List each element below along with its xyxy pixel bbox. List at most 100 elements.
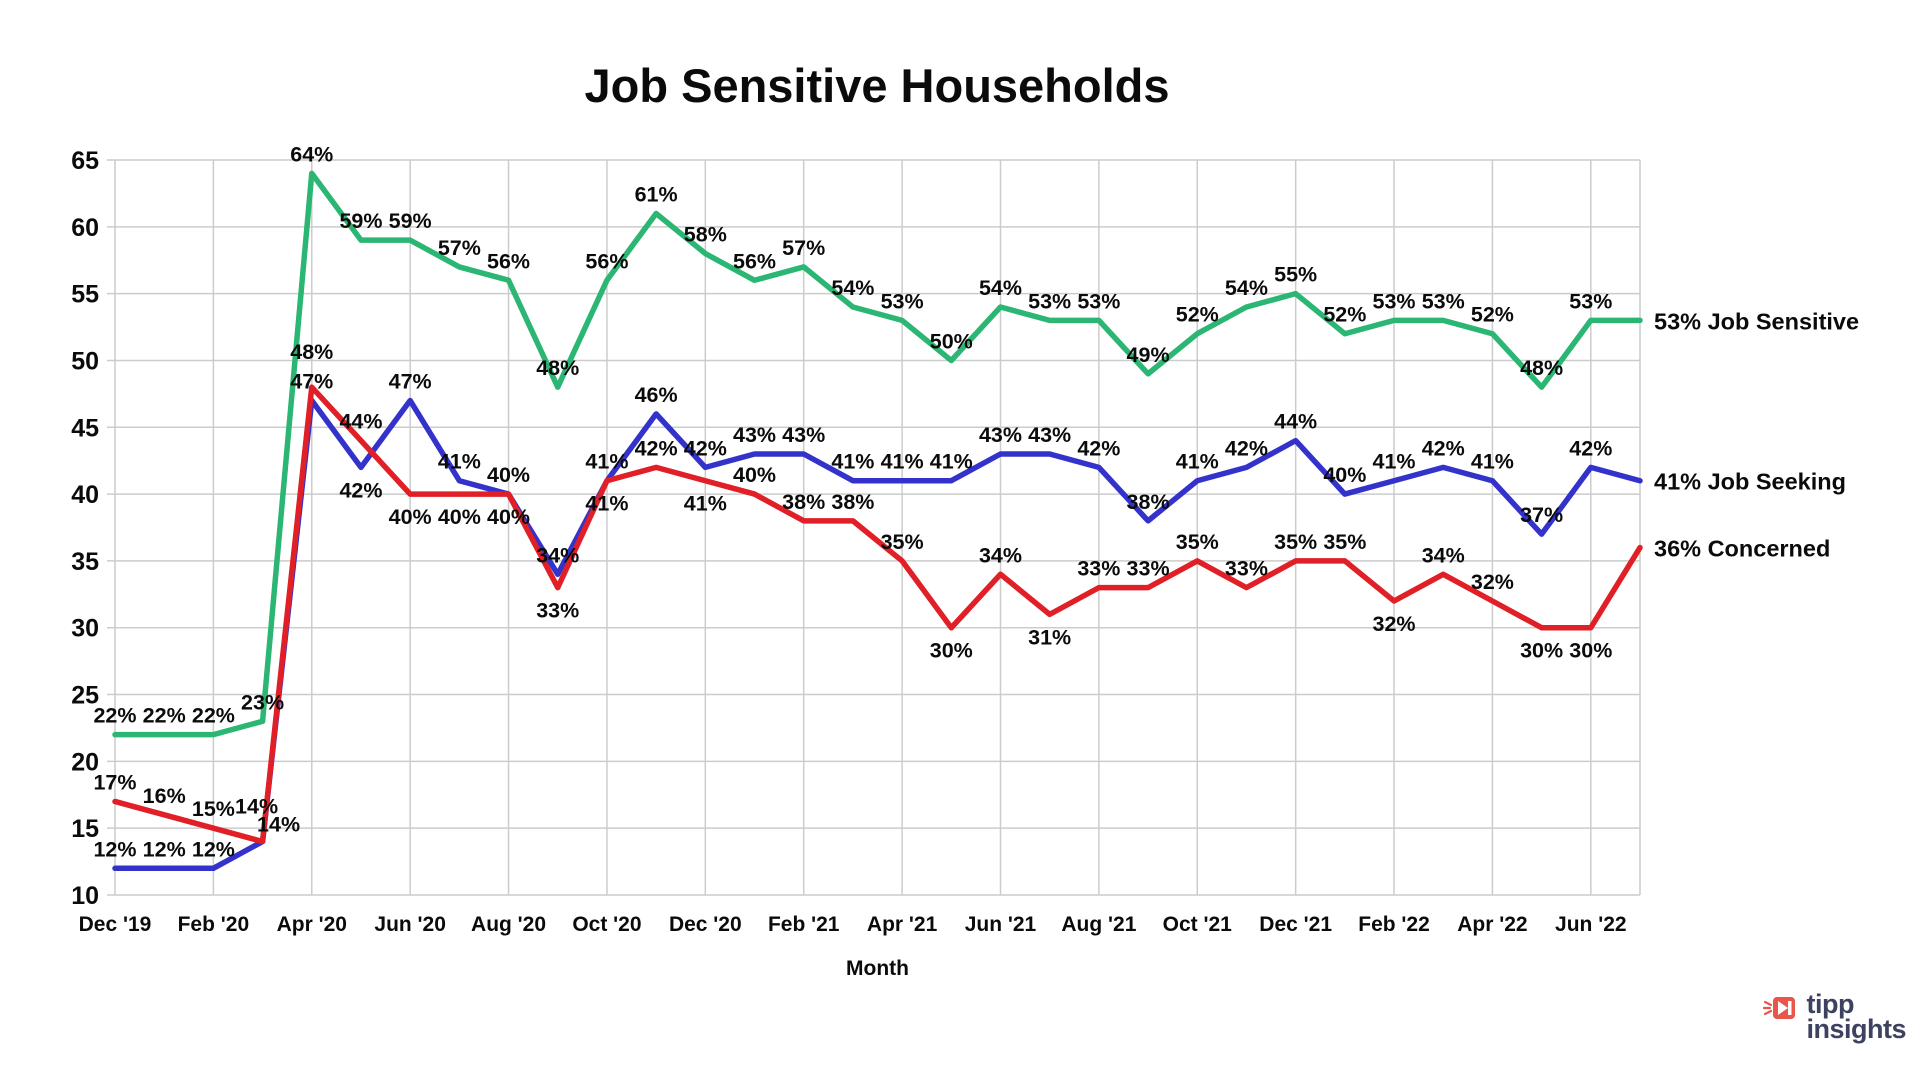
x-tick-label: Feb '21 xyxy=(768,913,840,936)
x-tick-label: Oct '21 xyxy=(1163,913,1233,936)
data-label: 38% xyxy=(1127,490,1170,514)
data-label: 53% xyxy=(1569,289,1612,313)
x-tick-label: Dec '21 xyxy=(1259,913,1332,936)
data-label: 52% xyxy=(1176,303,1219,327)
data-label: 33% xyxy=(536,599,579,623)
x-tick-label: Jun '20 xyxy=(374,913,446,936)
data-label: 40% xyxy=(487,505,530,529)
data-label: 35% xyxy=(881,530,924,554)
data-label: 58% xyxy=(684,223,727,247)
x-tick-label: Apr '21 xyxy=(867,913,938,936)
data-label: 50% xyxy=(930,329,973,353)
data-label: 59% xyxy=(389,209,432,233)
y-tick-label: 15 xyxy=(71,815,99,843)
data-label: 40% xyxy=(1323,463,1366,487)
data-label: 14% xyxy=(257,813,300,837)
y-tick-label: 45 xyxy=(71,414,99,442)
data-label: 35% xyxy=(1323,530,1366,554)
x-tick-label: Apr '20 xyxy=(277,913,347,936)
x-tick-label: Dec '20 xyxy=(669,913,742,936)
data-label: 17% xyxy=(93,770,136,794)
data-label: 31% xyxy=(1028,625,1071,649)
data-label: 44% xyxy=(1274,410,1317,434)
x-tick-label: Jun '22 xyxy=(1555,913,1627,936)
data-label: 34% xyxy=(536,543,579,567)
data-label: 41% xyxy=(881,450,924,474)
data-label: 42% xyxy=(1422,436,1465,460)
series-line-job-sensitive xyxy=(112,170,1643,738)
data-label: 40% xyxy=(389,505,432,529)
data-label: 41% xyxy=(831,450,874,474)
data-label: 53% xyxy=(1422,289,1465,313)
data-label: 41% xyxy=(585,450,628,474)
data-label: 32% xyxy=(1471,570,1514,594)
data-label: 23% xyxy=(241,690,284,714)
y-tick-label: 35 xyxy=(71,548,99,576)
data-label: 35% xyxy=(1274,530,1317,554)
data-label: 42% xyxy=(684,436,727,460)
y-tick-label: 55 xyxy=(71,281,99,309)
data-label: 42% xyxy=(635,436,678,460)
data-label: 48% xyxy=(1520,356,1563,380)
logo-text-line1: tipp xyxy=(1806,989,1854,1020)
data-label: 59% xyxy=(339,209,382,233)
data-label: 33% xyxy=(1077,557,1120,581)
data-label: 30% xyxy=(1520,639,1563,663)
data-label: 41% xyxy=(1176,450,1219,474)
megaphone-arrow-icon xyxy=(1763,997,1796,1020)
data-label: 43% xyxy=(782,423,825,447)
tipp-insights-logo: tipp insights xyxy=(1763,989,1906,1045)
data-label: 52% xyxy=(1323,303,1366,327)
data-label: 54% xyxy=(1225,276,1268,300)
data-label: 22% xyxy=(192,704,235,728)
x-tick-label: Oct '20 xyxy=(572,913,641,936)
data-label: 46% xyxy=(635,383,678,407)
x-tick-label: Aug '20 xyxy=(471,913,546,936)
data-label: 35% xyxy=(1176,530,1219,554)
data-label: 38% xyxy=(831,490,874,514)
x-tick-label: Apr '22 xyxy=(1457,913,1527,936)
y-tick-label: 30 xyxy=(71,615,99,643)
data-label: 40% xyxy=(438,505,481,529)
logo-text-line2: insights xyxy=(1806,1014,1906,1045)
data-label: 43% xyxy=(979,423,1022,447)
data-label: 37% xyxy=(1520,503,1563,527)
data-label: 43% xyxy=(1028,423,1071,447)
data-label: 48% xyxy=(536,356,579,380)
data-label: 56% xyxy=(733,249,776,273)
data-label: 12% xyxy=(93,837,136,861)
data-label: 30% xyxy=(1569,639,1612,663)
data-label: 12% xyxy=(143,837,186,861)
data-label: 53% xyxy=(881,289,924,313)
y-tick-label: 60 xyxy=(71,214,99,242)
data-label: 54% xyxy=(831,276,874,300)
x-tick-label: Jun '21 xyxy=(965,913,1037,936)
data-label: 42% xyxy=(1077,436,1120,460)
data-label: 12% xyxy=(192,837,235,861)
data-label: 61% xyxy=(635,182,678,206)
data-label: 42% xyxy=(339,478,382,502)
data-label: 32% xyxy=(1373,612,1416,636)
data-label: 40% xyxy=(487,463,530,487)
data-label: 41% xyxy=(585,492,628,516)
x-axis-title: Month xyxy=(846,957,909,980)
data-label: 41% xyxy=(930,450,973,474)
series-line-job-seeking xyxy=(112,397,1643,872)
data-label: 16% xyxy=(143,784,186,808)
y-tick-label: 20 xyxy=(71,748,99,776)
data-label: 15% xyxy=(192,797,235,821)
data-label: 34% xyxy=(1422,543,1465,567)
data-label: 30% xyxy=(930,639,973,663)
data-label: 42% xyxy=(1569,436,1612,460)
series-end-label: 36% Concerned xyxy=(1654,536,1830,562)
data-label: 40% xyxy=(733,463,776,487)
data-label: 14% xyxy=(235,795,278,819)
data-label: 43% xyxy=(733,423,776,447)
y-tick-label: 50 xyxy=(71,347,99,375)
data-label: 53% xyxy=(1077,289,1120,313)
series-end-label: 41% Job Seeking xyxy=(1654,469,1846,495)
data-label: 33% xyxy=(1127,557,1170,581)
data-label: 53% xyxy=(1028,289,1071,313)
